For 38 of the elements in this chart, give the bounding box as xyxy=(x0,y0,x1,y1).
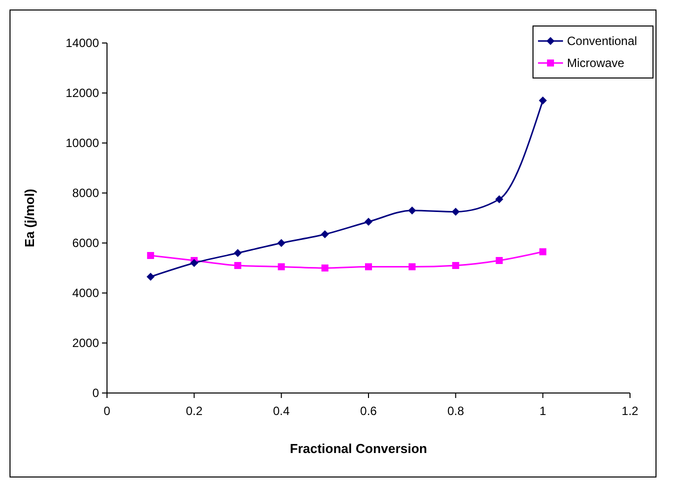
point xyxy=(452,262,460,269)
x-axis-title: Fractional Conversion xyxy=(290,441,428,456)
point xyxy=(147,252,154,259)
x-tick-label: 0.8 xyxy=(447,404,464,418)
point xyxy=(364,218,372,226)
point xyxy=(365,263,372,270)
y-tick-label: 6000 xyxy=(72,236,100,250)
legend-label: Conventional xyxy=(567,34,638,48)
y-tick-label: 0 xyxy=(92,386,100,400)
point xyxy=(278,263,285,270)
y-tick-label: 4000 xyxy=(72,286,100,300)
point xyxy=(408,263,416,270)
point xyxy=(495,195,504,204)
legend-label: Microwave xyxy=(567,56,625,70)
point xyxy=(320,230,329,238)
point xyxy=(190,259,198,267)
y-tick-label: 8000 xyxy=(72,186,100,200)
point xyxy=(408,206,416,214)
x-tick-label: 1 xyxy=(539,404,546,418)
x-tick-label: 0.6 xyxy=(360,404,378,418)
point xyxy=(277,239,286,247)
point xyxy=(496,257,503,264)
x-tick-label: 0.2 xyxy=(186,404,203,418)
point xyxy=(234,262,242,269)
point xyxy=(539,248,546,256)
x-tick-label: 1.2 xyxy=(622,404,639,418)
y-tick-label: 12000 xyxy=(66,86,100,100)
y-axis-title: Ea (j/mol) xyxy=(22,188,37,248)
point xyxy=(146,272,155,281)
y-tick-label: 10000 xyxy=(66,136,100,150)
y-tick-label: 14000 xyxy=(66,36,100,50)
point xyxy=(234,249,242,257)
y-tick-label: 2000 xyxy=(72,336,100,350)
point xyxy=(452,208,460,216)
point xyxy=(321,264,328,272)
x-tick-label: 0.4 xyxy=(272,404,290,418)
x-tick-label: 0 xyxy=(104,404,111,418)
point xyxy=(538,96,547,104)
